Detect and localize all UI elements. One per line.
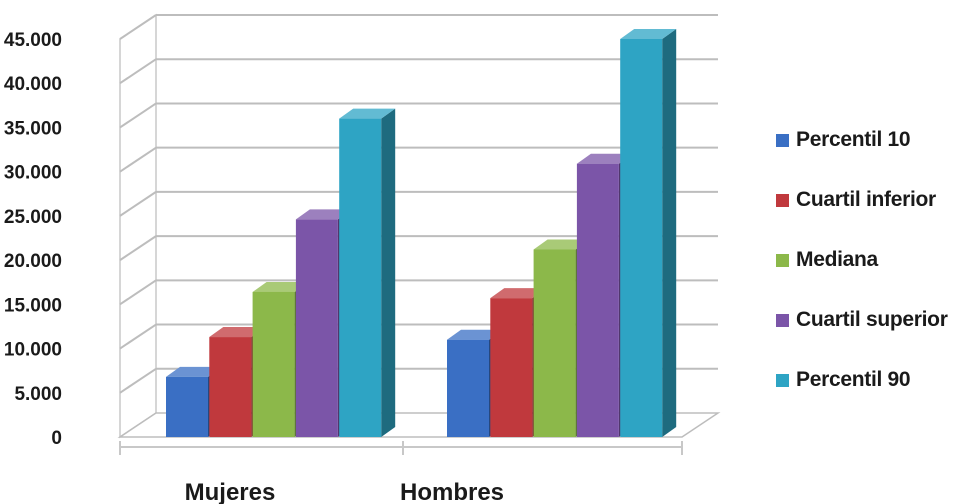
x-axis-categories: Mujeres Hombres bbox=[185, 479, 504, 504]
legend-item-percentil-90: Percentil 90 bbox=[776, 368, 911, 392]
y-tick-label: 15.000 bbox=[4, 295, 62, 316]
legend-item-cuartil-superior: Cuartil superior bbox=[776, 308, 948, 332]
bar bbox=[620, 29, 677, 437]
y-tick-label: 40.000 bbox=[4, 74, 62, 95]
gridline-side bbox=[119, 279, 157, 306]
gridline-side bbox=[119, 323, 157, 350]
legend-item-percentil-10: Percentil 10 bbox=[776, 128, 911, 152]
legend-label: Cuartil superior bbox=[796, 308, 948, 331]
bar-side bbox=[381, 108, 396, 437]
y-tick-label: 20.000 bbox=[4, 251, 62, 272]
bar-front bbox=[209, 337, 252, 437]
y-tick-label: 45.000 bbox=[4, 30, 62, 51]
bar-top bbox=[533, 239, 590, 250]
bar-front bbox=[252, 291, 295, 437]
legend-label: Cuartil inferior bbox=[796, 188, 936, 211]
bar-top bbox=[447, 329, 503, 340]
bar-side bbox=[662, 29, 677, 437]
gridline-side bbox=[119, 235, 157, 261]
y-tick-label: 10.000 bbox=[4, 340, 62, 361]
bar-top bbox=[166, 366, 222, 377]
y-tick-label: 25.000 bbox=[4, 207, 62, 228]
legend-label: Percentil 90 bbox=[796, 368, 911, 391]
bar-front bbox=[490, 298, 533, 437]
gridline-side bbox=[119, 191, 157, 217]
legend-item-cuartil-inferior: Cuartil inferior bbox=[776, 188, 936, 212]
bars bbox=[166, 29, 677, 437]
legend-swatch bbox=[776, 373, 789, 387]
gridline-side bbox=[119, 14, 157, 40]
bar-front bbox=[166, 376, 208, 437]
gridline-side bbox=[119, 102, 157, 129]
gridline-side bbox=[119, 146, 157, 173]
bar-front bbox=[576, 163, 619, 437]
bar-top bbox=[295, 209, 352, 220]
bar-top bbox=[339, 108, 396, 119]
legend-swatch bbox=[776, 253, 789, 267]
bar-top bbox=[209, 327, 266, 338]
bar-front bbox=[533, 249, 576, 437]
gridline-side bbox=[119, 58, 157, 85]
y-tick-label: 0 bbox=[51, 428, 62, 449]
bar-front bbox=[339, 118, 382, 437]
y-tick-label: 35.000 bbox=[4, 118, 62, 139]
y-tick-label: 5.000 bbox=[14, 384, 62, 405]
bar bbox=[339, 108, 396, 437]
legend-label: Mediana bbox=[796, 248, 878, 271]
bar-top bbox=[490, 288, 547, 299]
x-category-label: Mujeres bbox=[185, 479, 276, 504]
bar-top bbox=[620, 29, 677, 39]
legend-label: Percentil 10 bbox=[796, 128, 911, 151]
side-wall bbox=[119, 13, 157, 439]
bar-top bbox=[576, 153, 633, 164]
bar-front bbox=[295, 219, 338, 437]
bar-top bbox=[252, 281, 309, 292]
legend-swatch bbox=[776, 193, 789, 207]
legend-swatch bbox=[776, 133, 789, 147]
legend-item-mediana: Mediana bbox=[776, 248, 878, 272]
y-tick-label: 30.000 bbox=[4, 163, 62, 184]
legend-swatch bbox=[776, 313, 789, 327]
bar-front bbox=[620, 39, 663, 437]
gridline-side bbox=[119, 367, 157, 394]
y-axis-ticks: 0 5.000 10.000 15.000 20.000 25.000 30.000 35.0… bbox=[4, 30, 62, 449]
bar-front bbox=[447, 339, 489, 437]
x-category-label: Hombres bbox=[400, 479, 504, 504]
